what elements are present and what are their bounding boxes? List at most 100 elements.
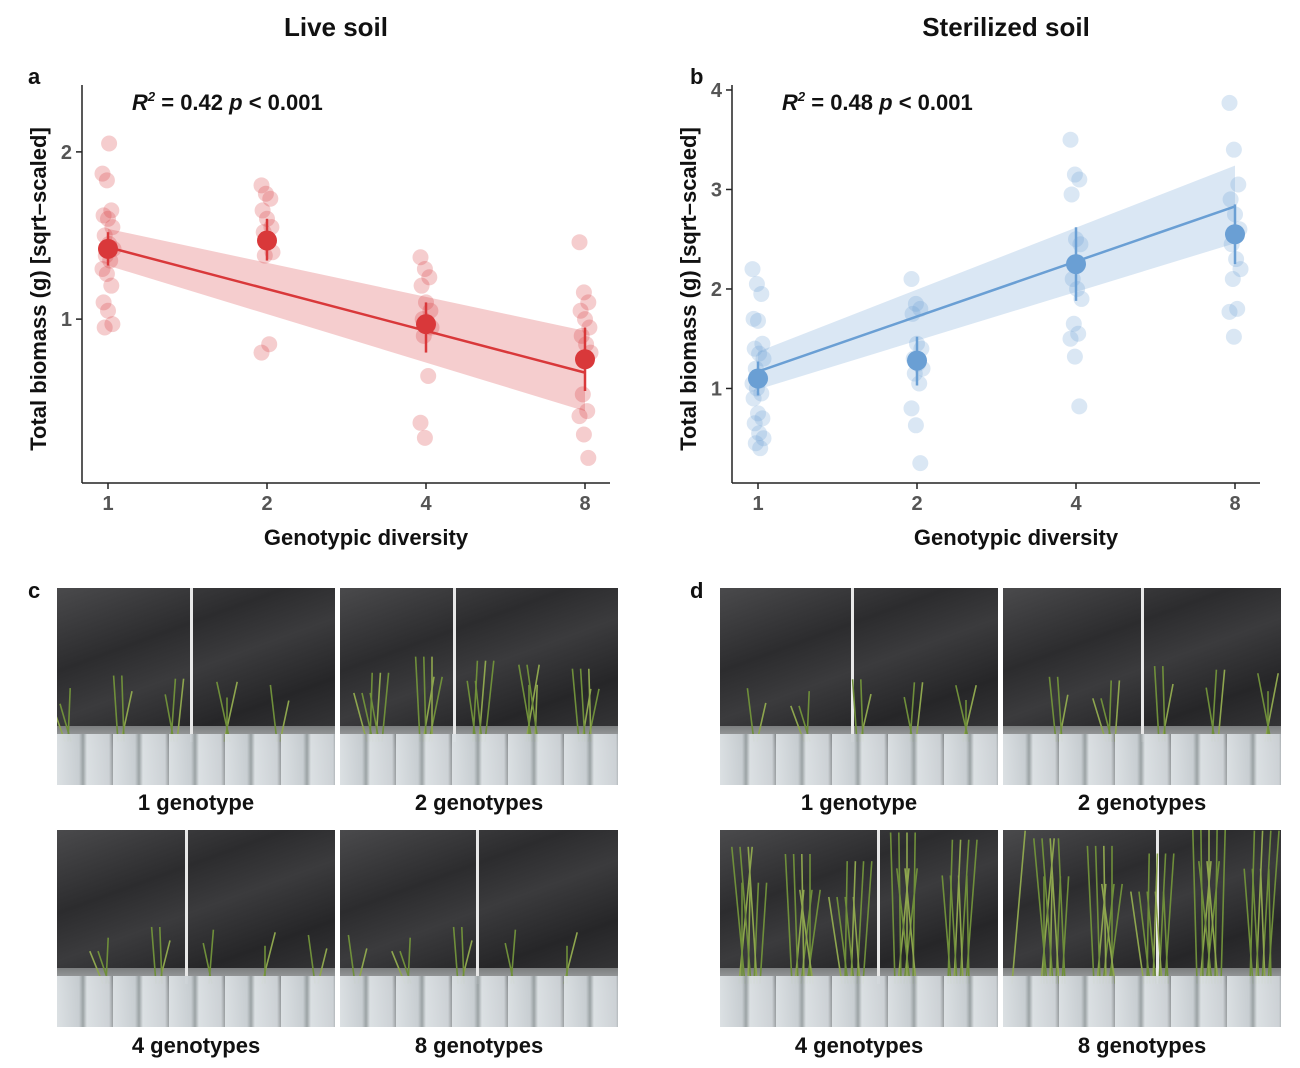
x-tick-label: 2: [261, 493, 272, 515]
grass-blade: [1146, 891, 1157, 984]
grass-blade: [898, 832, 902, 984]
photo-live-1-genotype: [57, 588, 335, 785]
caption-d-4: 8 genotypes: [1077, 1033, 1207, 1058]
x-axis-label: Genotypic diversity: [264, 525, 469, 550]
grass-blade: [1041, 838, 1054, 984]
data-point: [254, 202, 271, 219]
grass-blade: [1198, 861, 1213, 984]
grass-blade: [836, 896, 849, 984]
grass-blade: [904, 868, 917, 984]
data-point: [1065, 315, 1082, 332]
data-point: [416, 260, 433, 277]
data-point: [100, 210, 116, 227]
data-point: [1071, 398, 1088, 415]
data-point: [416, 429, 433, 446]
data-point: [413, 277, 430, 294]
stats-annotation: R2 = 0.48 p < 0.001: [782, 89, 973, 115]
grass-blade: [112, 675, 119, 742]
grass-blade: [1033, 838, 1048, 984]
grass-blade: [784, 853, 793, 984]
data-point: [579, 403, 596, 420]
data-point: [572, 302, 589, 319]
grass-blade: [526, 664, 539, 742]
data-point: [1070, 325, 1087, 342]
photo-live-8-genotypes: [340, 830, 618, 1027]
data-point: [421, 269, 438, 286]
grass-blade: [353, 692, 368, 742]
y-axis-label: Total biomass (g) [sqrt–scaled]: [676, 127, 701, 451]
data-point: [412, 249, 429, 266]
data-point: [94, 260, 111, 277]
data-point: [580, 449, 597, 466]
grass-blade: [1011, 830, 1026, 984]
grass-blade: [150, 926, 157, 984]
title-sterilized-soil: Sterilized soil: [922, 12, 1090, 42]
grass-blade: [1153, 666, 1160, 742]
grass-blade: [1217, 669, 1226, 742]
data-point: [755, 430, 772, 447]
grass-blade: [587, 688, 600, 742]
grass-blade: [1162, 666, 1166, 742]
grass-blade: [1200, 830, 1204, 984]
grass-blade: [369, 692, 380, 742]
grass-blade: [216, 681, 231, 742]
chart-live-soil: 1 2 1 2 4 8 Genotypic diversity Total biomass (…: [26, 85, 610, 550]
data-point: [100, 302, 116, 319]
grass-blade: [941, 875, 952, 984]
data-point: [1066, 166, 1083, 183]
x-axis-label: Genotypic diversity: [914, 525, 1119, 550]
y-tick-label: 1: [61, 309, 72, 331]
data-point: [907, 295, 924, 312]
data-point: [571, 408, 588, 425]
x-tick-label: 8: [579, 493, 590, 515]
data-point: [575, 284, 592, 301]
grass-blade: [484, 660, 495, 742]
data-point: [420, 367, 437, 384]
data-point: [1229, 300, 1246, 317]
grass-blade: [828, 896, 843, 984]
grass-blade: [851, 679, 858, 742]
caption-c-2: 2 genotypes: [414, 790, 544, 815]
mean-point: [1225, 224, 1245, 245]
data-point: [262, 190, 279, 207]
data-point: [104, 219, 121, 236]
grass-blade: [1055, 876, 1062, 984]
x-tick-label: 8: [1229, 493, 1240, 515]
data-point: [1224, 271, 1241, 288]
x-tick-label: 4: [420, 493, 432, 515]
data-point: [575, 426, 592, 443]
grass-blade: [1259, 868, 1266, 984]
grass-blade: [889, 832, 896, 984]
data-point: [1225, 141, 1242, 158]
photo-live-2-genotypes: [340, 588, 618, 785]
y-axis-label: Total biomass (g) [sqrt–scaled]: [26, 127, 51, 451]
grass-blade: [896, 868, 911, 984]
grass-blade: [461, 926, 465, 984]
grass-blade: [1056, 676, 1063, 742]
grass-blade: [452, 926, 459, 984]
grass-blade: [1243, 868, 1254, 984]
grass-blade: [381, 672, 390, 742]
grass-blade: [579, 668, 586, 742]
grass-blade: [862, 861, 873, 984]
mean-point: [1066, 254, 1086, 275]
grass-blade: [1161, 683, 1174, 742]
data-point: [750, 405, 766, 422]
caption-c-3: 4 genotypes: [131, 1033, 261, 1058]
grass-blade: [966, 875, 970, 984]
data-point: [903, 400, 920, 417]
x-tick-label: 2: [911, 493, 922, 515]
grass-blade: [120, 691, 133, 742]
data-point: [907, 417, 924, 434]
data-point: [1062, 330, 1079, 347]
data-point: [903, 271, 920, 288]
grass-blade: [747, 882, 751, 984]
grass-blade: [588, 668, 592, 742]
data-point: [912, 455, 929, 472]
photo-sterilized-2-genotypes: [1003, 588, 1281, 785]
grass-blade: [747, 846, 758, 984]
grass-blade: [859, 693, 872, 742]
grass-blade: [1268, 868, 1272, 984]
grass-blade: [414, 656, 421, 742]
caption-c-1: 1 genotype: [137, 790, 255, 815]
